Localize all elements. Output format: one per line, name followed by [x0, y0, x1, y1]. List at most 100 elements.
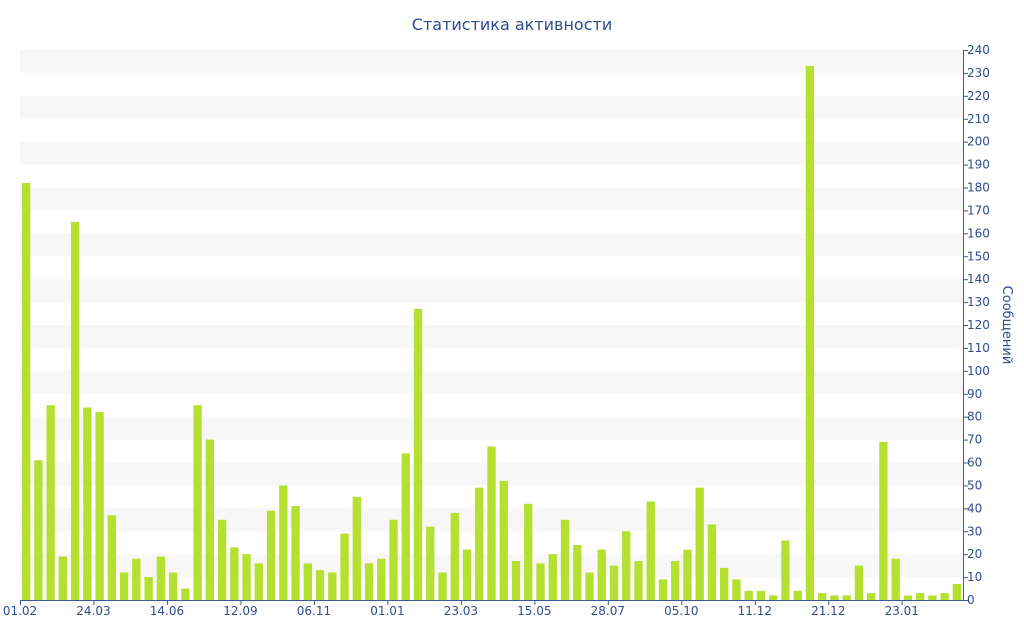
y-tick-label: 50 — [967, 478, 982, 492]
bar — [303, 563, 312, 600]
grid-band — [20, 416, 963, 440]
y-tick-label: 170 — [967, 203, 990, 217]
y-tick-label: 160 — [967, 226, 990, 240]
y-tick-label: 20 — [967, 547, 982, 561]
grid-band — [20, 233, 963, 257]
bar — [744, 590, 753, 600]
bar — [915, 593, 925, 601]
bar — [646, 501, 655, 600]
x-tick-label: 11.12 — [738, 604, 772, 618]
x-tick-label: 24.03 — [76, 604, 110, 618]
bar — [622, 531, 631, 600]
bar — [499, 480, 508, 600]
grid-band — [20, 50, 963, 73]
bar — [573, 545, 582, 600]
y-tick-label: 200 — [967, 135, 990, 149]
bar — [34, 460, 43, 600]
bar — [769, 595, 778, 600]
grid-band — [20, 370, 963, 394]
bar — [291, 506, 300, 600]
y-tick-label: 190 — [967, 158, 990, 172]
x-tick-label: 23.03 — [444, 604, 478, 618]
bar — [95, 412, 104, 600]
x-tick-label: 05.10 — [664, 604, 698, 618]
chart-title: Статистика активности — [411, 15, 613, 34]
bar — [695, 487, 704, 600]
x-tick-label: 23.01 — [885, 604, 919, 618]
bar — [144, 577, 153, 600]
bar — [879, 441, 888, 601]
x-axis-ticks: 01.02 24.03 14.06 12.09 06.11 01.01 23.03 15.05… — [3, 600, 919, 618]
y-tick-label: 70 — [967, 433, 982, 447]
y-tick-label: 130 — [967, 295, 990, 309]
bar — [585, 572, 594, 600]
bar — [707, 524, 717, 601]
bar — [928, 595, 937, 600]
bar — [83, 407, 92, 600]
bar — [793, 590, 802, 600]
bar — [462, 549, 472, 600]
bar — [352, 496, 361, 601]
y-tick-label: 10 — [967, 570, 982, 584]
bar — [377, 558, 386, 600]
bar — [487, 446, 496, 600]
bar — [830, 595, 839, 600]
bar — [450, 512, 459, 600]
y-tick-label: 220 — [967, 89, 990, 103]
bar — [756, 590, 766, 600]
y-tick-label: 80 — [967, 410, 982, 424]
bar — [279, 485, 288, 600]
y-tick-label: 120 — [967, 318, 990, 332]
grid-band — [20, 141, 963, 165]
bar — [193, 405, 202, 600]
bar — [254, 563, 263, 600]
y-tick-label: 110 — [967, 341, 990, 355]
bar — [205, 439, 214, 600]
bar — [438, 572, 447, 600]
bar — [866, 593, 876, 601]
y-tick-label: 240 — [967, 43, 990, 57]
bar — [952, 583, 962, 600]
bar — [842, 595, 851, 600]
bar-series — [21, 66, 962, 601]
y-axis-ticks: 0 10 20 30 40 50 60 70 80 90 100 110 120 130 140 150 160… — [963, 43, 990, 607]
y-tick-label: 30 — [967, 524, 982, 538]
bar — [168, 572, 178, 600]
bar — [548, 554, 557, 600]
grid-band — [20, 187, 963, 211]
y-tick-label: 180 — [967, 181, 990, 195]
bar — [266, 510, 276, 601]
bar — [671, 561, 680, 600]
bar — [560, 519, 570, 600]
bar — [242, 554, 251, 600]
y-tick-label: 60 — [967, 456, 982, 470]
bar — [634, 561, 643, 600]
bar — [524, 503, 533, 600]
bar — [940, 593, 949, 601]
bar — [389, 519, 398, 600]
grid-band — [20, 279, 963, 303]
y-tick-label: 230 — [967, 66, 990, 80]
x-tick-label: 15.05 — [517, 604, 551, 618]
bar — [181, 588, 190, 600]
bar — [58, 556, 68, 600]
grid-band — [20, 325, 963, 348]
bar — [426, 526, 435, 600]
grid-band — [20, 95, 963, 119]
y-tick-label: 0 — [967, 593, 975, 607]
bar — [107, 515, 117, 600]
x-tick-label: 06.11 — [297, 604, 331, 618]
bar — [21, 182, 31, 601]
bar — [609, 565, 619, 601]
bar — [132, 558, 141, 600]
x-tick-label: 12.09 — [223, 604, 257, 618]
bar — [340, 533, 349, 600]
bar — [119, 572, 129, 600]
y-axis-title: Сообщений — [999, 286, 1014, 365]
bar — [683, 549, 692, 600]
bar — [217, 519, 227, 600]
y-tick-label: 210 — [967, 112, 990, 126]
bar — [720, 567, 729, 600]
